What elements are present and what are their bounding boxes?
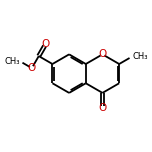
- Text: O: O: [41, 39, 50, 49]
- Text: O: O: [98, 49, 107, 59]
- Text: CH₃: CH₃: [4, 57, 20, 66]
- Text: CH₃: CH₃: [132, 52, 148, 61]
- Text: O: O: [98, 103, 107, 113]
- Text: O: O: [28, 63, 36, 73]
